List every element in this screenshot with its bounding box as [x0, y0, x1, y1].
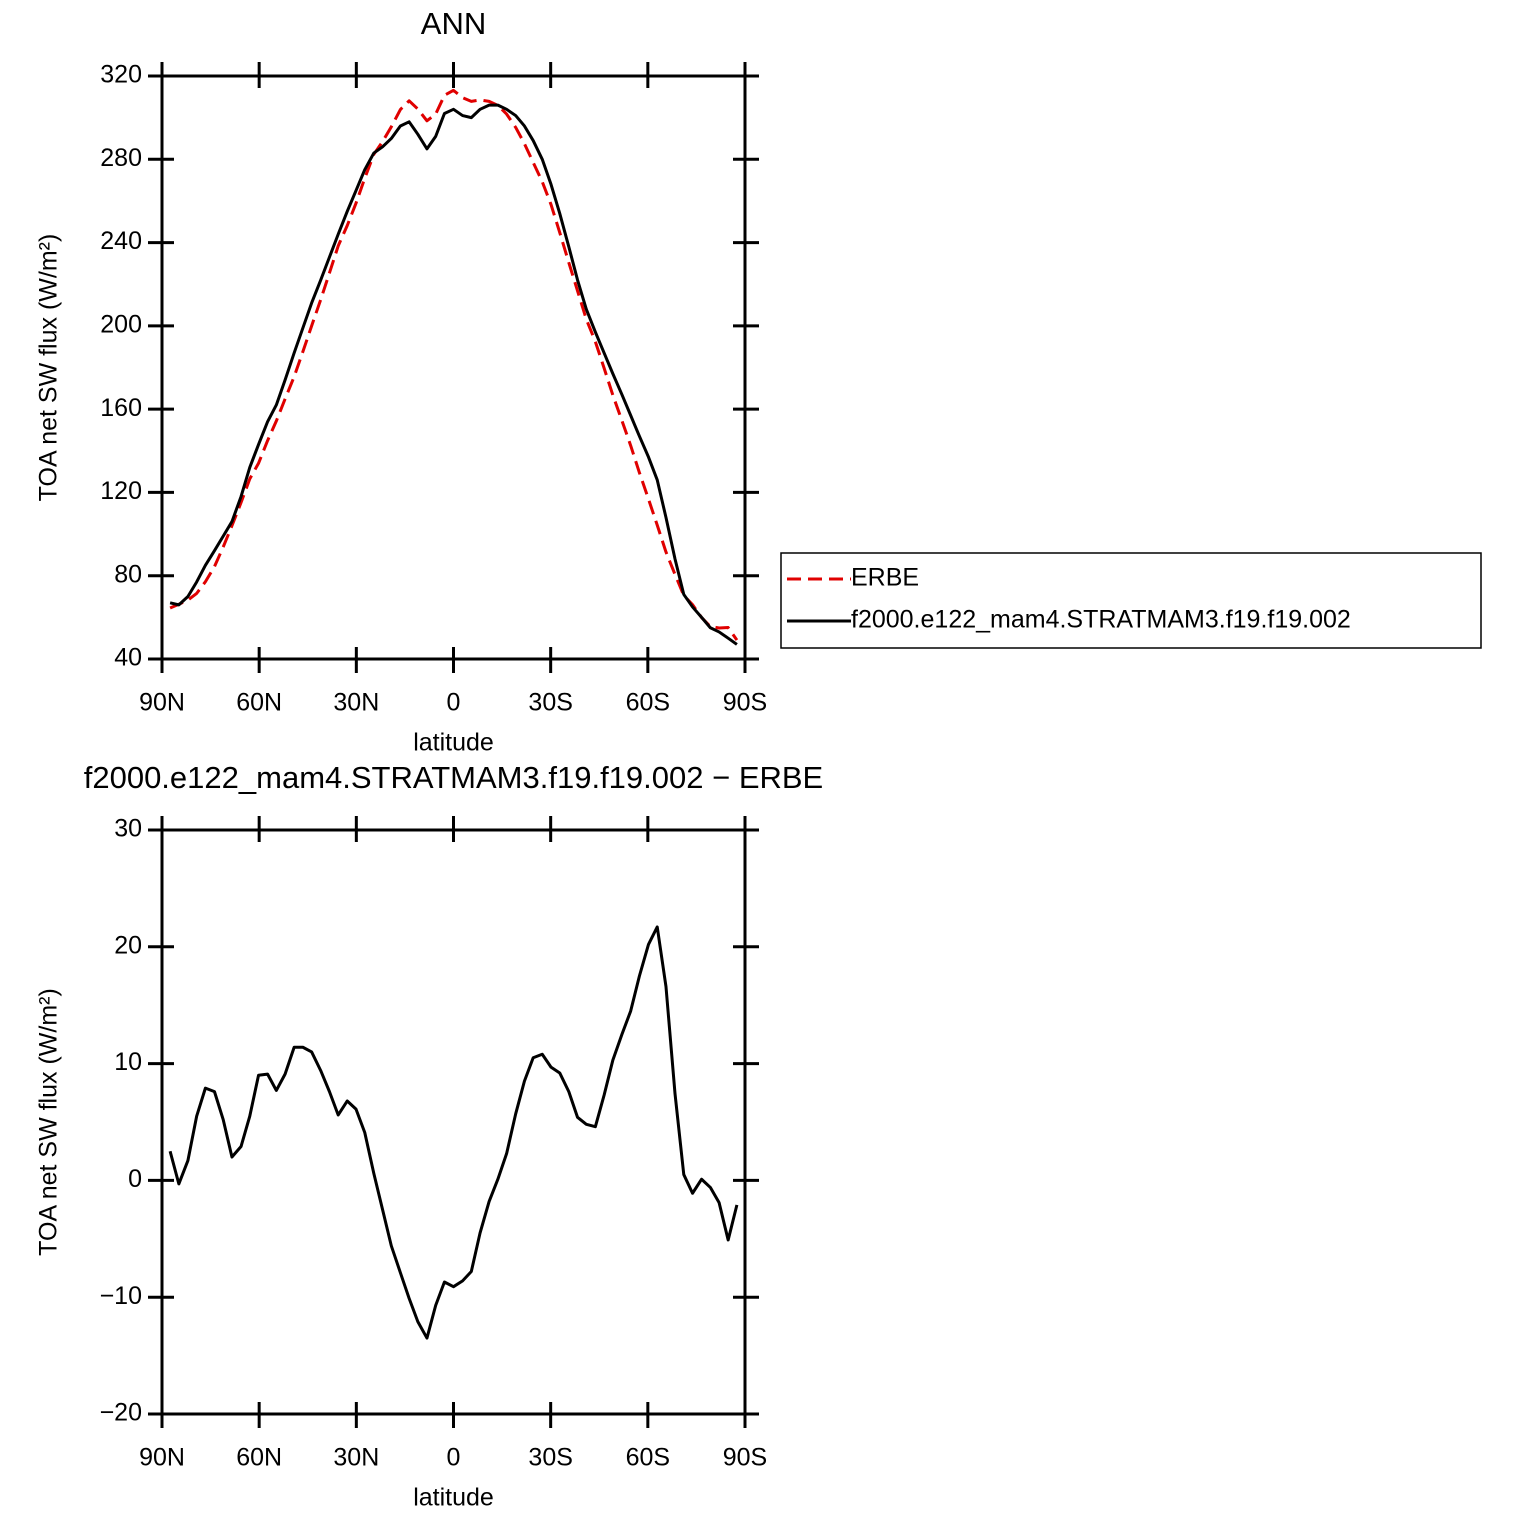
x-tick-label: 30N: [333, 689, 379, 717]
x-tick-label: 90N: [139, 689, 185, 717]
data-line: [168, 925, 739, 1340]
chart-title: ANN: [421, 6, 486, 41]
y-axis-label: TOA net SW flux (W/m²): [35, 234, 63, 502]
y-tick-label: 120: [100, 477, 142, 505]
x-tick-label: 30S: [528, 689, 572, 717]
y-tick-label: 40: [114, 644, 142, 672]
x-tick-label: 90S: [723, 1444, 767, 1472]
x-tick-label: 30S: [528, 1444, 572, 1472]
x-tick-label: 60N: [236, 1444, 282, 1472]
y-tick-label: 200: [100, 310, 142, 338]
y-tick-label: 0: [128, 1165, 142, 1193]
x-axis-label: latitude: [413, 729, 494, 757]
legend-label: ERBE: [851, 564, 919, 592]
x-tick-label: 90N: [139, 1444, 185, 1472]
y-tick-label: −10: [100, 1282, 142, 1310]
chart-title: f2000.e122_mam4.STRATMAM3.f19.f19.002 − …: [84, 760, 824, 795]
y-tick-label: −20: [100, 1399, 142, 1427]
x-tick-label: 60N: [236, 689, 282, 717]
y-tick-label: 10: [114, 1048, 142, 1076]
legend-label: f2000.e122_mam4.STRATMAM3.f19.f19.002: [851, 606, 1351, 634]
y-tick-label: 160: [100, 394, 142, 422]
legend-box: [780, 552, 1482, 649]
y-tick-label: 320: [100, 61, 142, 89]
data-line: [169, 88, 739, 641]
x-axis-label: latitude: [413, 1484, 494, 1512]
y-tick-label: 80: [114, 560, 142, 588]
x-tick-label: 90S: [723, 689, 767, 717]
y-axis-label: TOA net SW flux (W/m²): [35, 988, 63, 1256]
x-tick-label: 0: [447, 689, 461, 717]
y-tick-label: 240: [100, 227, 142, 255]
y-tick-label: 20: [114, 931, 142, 959]
x-tick-label: 60S: [626, 1444, 670, 1472]
y-tick-label: 280: [100, 144, 142, 172]
plot-frame: [160, 74, 747, 661]
x-tick-label: 60S: [626, 689, 670, 717]
x-tick-label: 0: [447, 1444, 461, 1472]
x-tick-label: 30N: [333, 1444, 379, 1472]
y-tick-label: 30: [114, 815, 142, 843]
data-line: [169, 103, 738, 646]
